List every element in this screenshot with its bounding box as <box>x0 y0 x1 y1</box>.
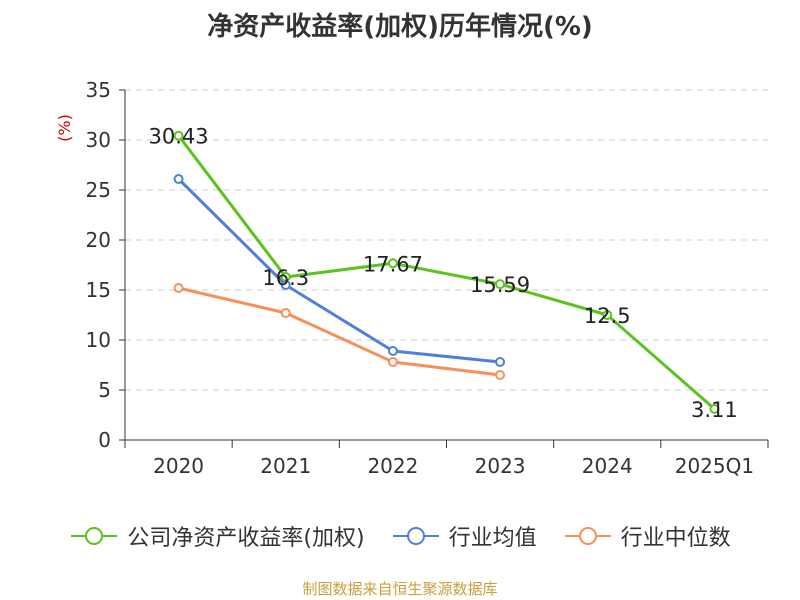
data-labels: 30.43 16.3 17.67 15.59 12.5 3.11 <box>149 125 738 422</box>
series-line-2 <box>178 286 501 377</box>
series-2-point-2022 <box>387 357 398 367</box>
y-tick-label-10: 10 <box>86 328 111 352</box>
series-0-point-2023 <box>495 279 506 290</box>
legend-marker-industry-median <box>564 527 611 545</box>
series-1-point-2020 <box>173 174 184 184</box>
legend-label-company: 公司净资产收益率(加权) <box>127 526 365 551</box>
series-1-point-2022 <box>387 346 398 356</box>
y-tick-label-20: 20 <box>86 228 111 252</box>
legend: 公司净资产收益率(加权) 行业均值 行业中位数 <box>0 520 800 552</box>
y-tick-label-30: 30 <box>86 128 111 152</box>
legend-item-industry-median[interactable]: 行业中位数 <box>563 520 731 552</box>
legend-marker-industry-mean <box>392 527 439 545</box>
x-tick-label-2021: 2021 <box>260 454 311 478</box>
series-0-point-2025Q1 <box>709 403 720 414</box>
series-2-point-2020 <box>173 283 184 293</box>
grid-lines <box>125 89 768 391</box>
data-label-2024: 12.5 <box>584 304 631 328</box>
y-tick-label-0: 0 <box>98 428 111 452</box>
series <box>173 130 720 414</box>
data-label-2022: 17.67 <box>363 252 423 276</box>
x-tick-label-2020: 2020 <box>153 454 204 478</box>
series-0-point-2024 <box>602 310 613 320</box>
data-label-2021: 16.3 <box>262 266 309 290</box>
series-0-point-2020 <box>173 130 184 141</box>
series-2-point-2021 <box>280 308 291 318</box>
source-note: 制图数据来自恒生聚源数据库 <box>302 580 498 598</box>
chart-title: 净资产收益率(加权)历年情况(%) <box>207 12 593 42</box>
y-axis-label: (%) <box>55 114 74 142</box>
x-tick-label-2023: 2023 <box>475 454 526 478</box>
legend-marker-company <box>71 527 118 545</box>
series-0-point-2021 <box>280 272 291 282</box>
y-tick-label-15: 15 <box>86 278 111 302</box>
series-line-0 <box>177 134 716 411</box>
series-0-point-2022 <box>387 258 398 269</box>
legend-label-industry-median: 行业中位数 <box>620 526 731 551</box>
legend-item-industry-mean[interactable]: 行业均值 <box>391 520 537 552</box>
legend-item-company[interactable]: 公司净资产收益率(加权) <box>69 520 365 552</box>
y-tick-label-25: 25 <box>86 178 111 202</box>
y-tick-label-35: 35 <box>86 78 111 102</box>
x-tick-label-2022: 2022 <box>367 454 418 478</box>
series-1-point-2023 <box>495 357 506 367</box>
x-tick-label-2025Q1: 2025Q1 <box>675 454 754 478</box>
axes: 0 5 10 15 20 25 30 35 (%) 2020 2021 2022 2023 2024 202… <box>55 78 769 478</box>
data-label-2025Q1: 3.11 <box>691 398 738 422</box>
y-tick-label-5: 5 <box>98 378 111 402</box>
legend-label-industry-mean: 行业均值 <box>448 526 537 551</box>
series-line-1 <box>177 177 501 364</box>
data-label-2020: 30.43 <box>149 125 209 149</box>
series-2-point-2023 <box>495 370 506 380</box>
x-tick-label-2024: 2024 <box>582 454 633 478</box>
data-label-2023: 15.59 <box>470 273 530 297</box>
